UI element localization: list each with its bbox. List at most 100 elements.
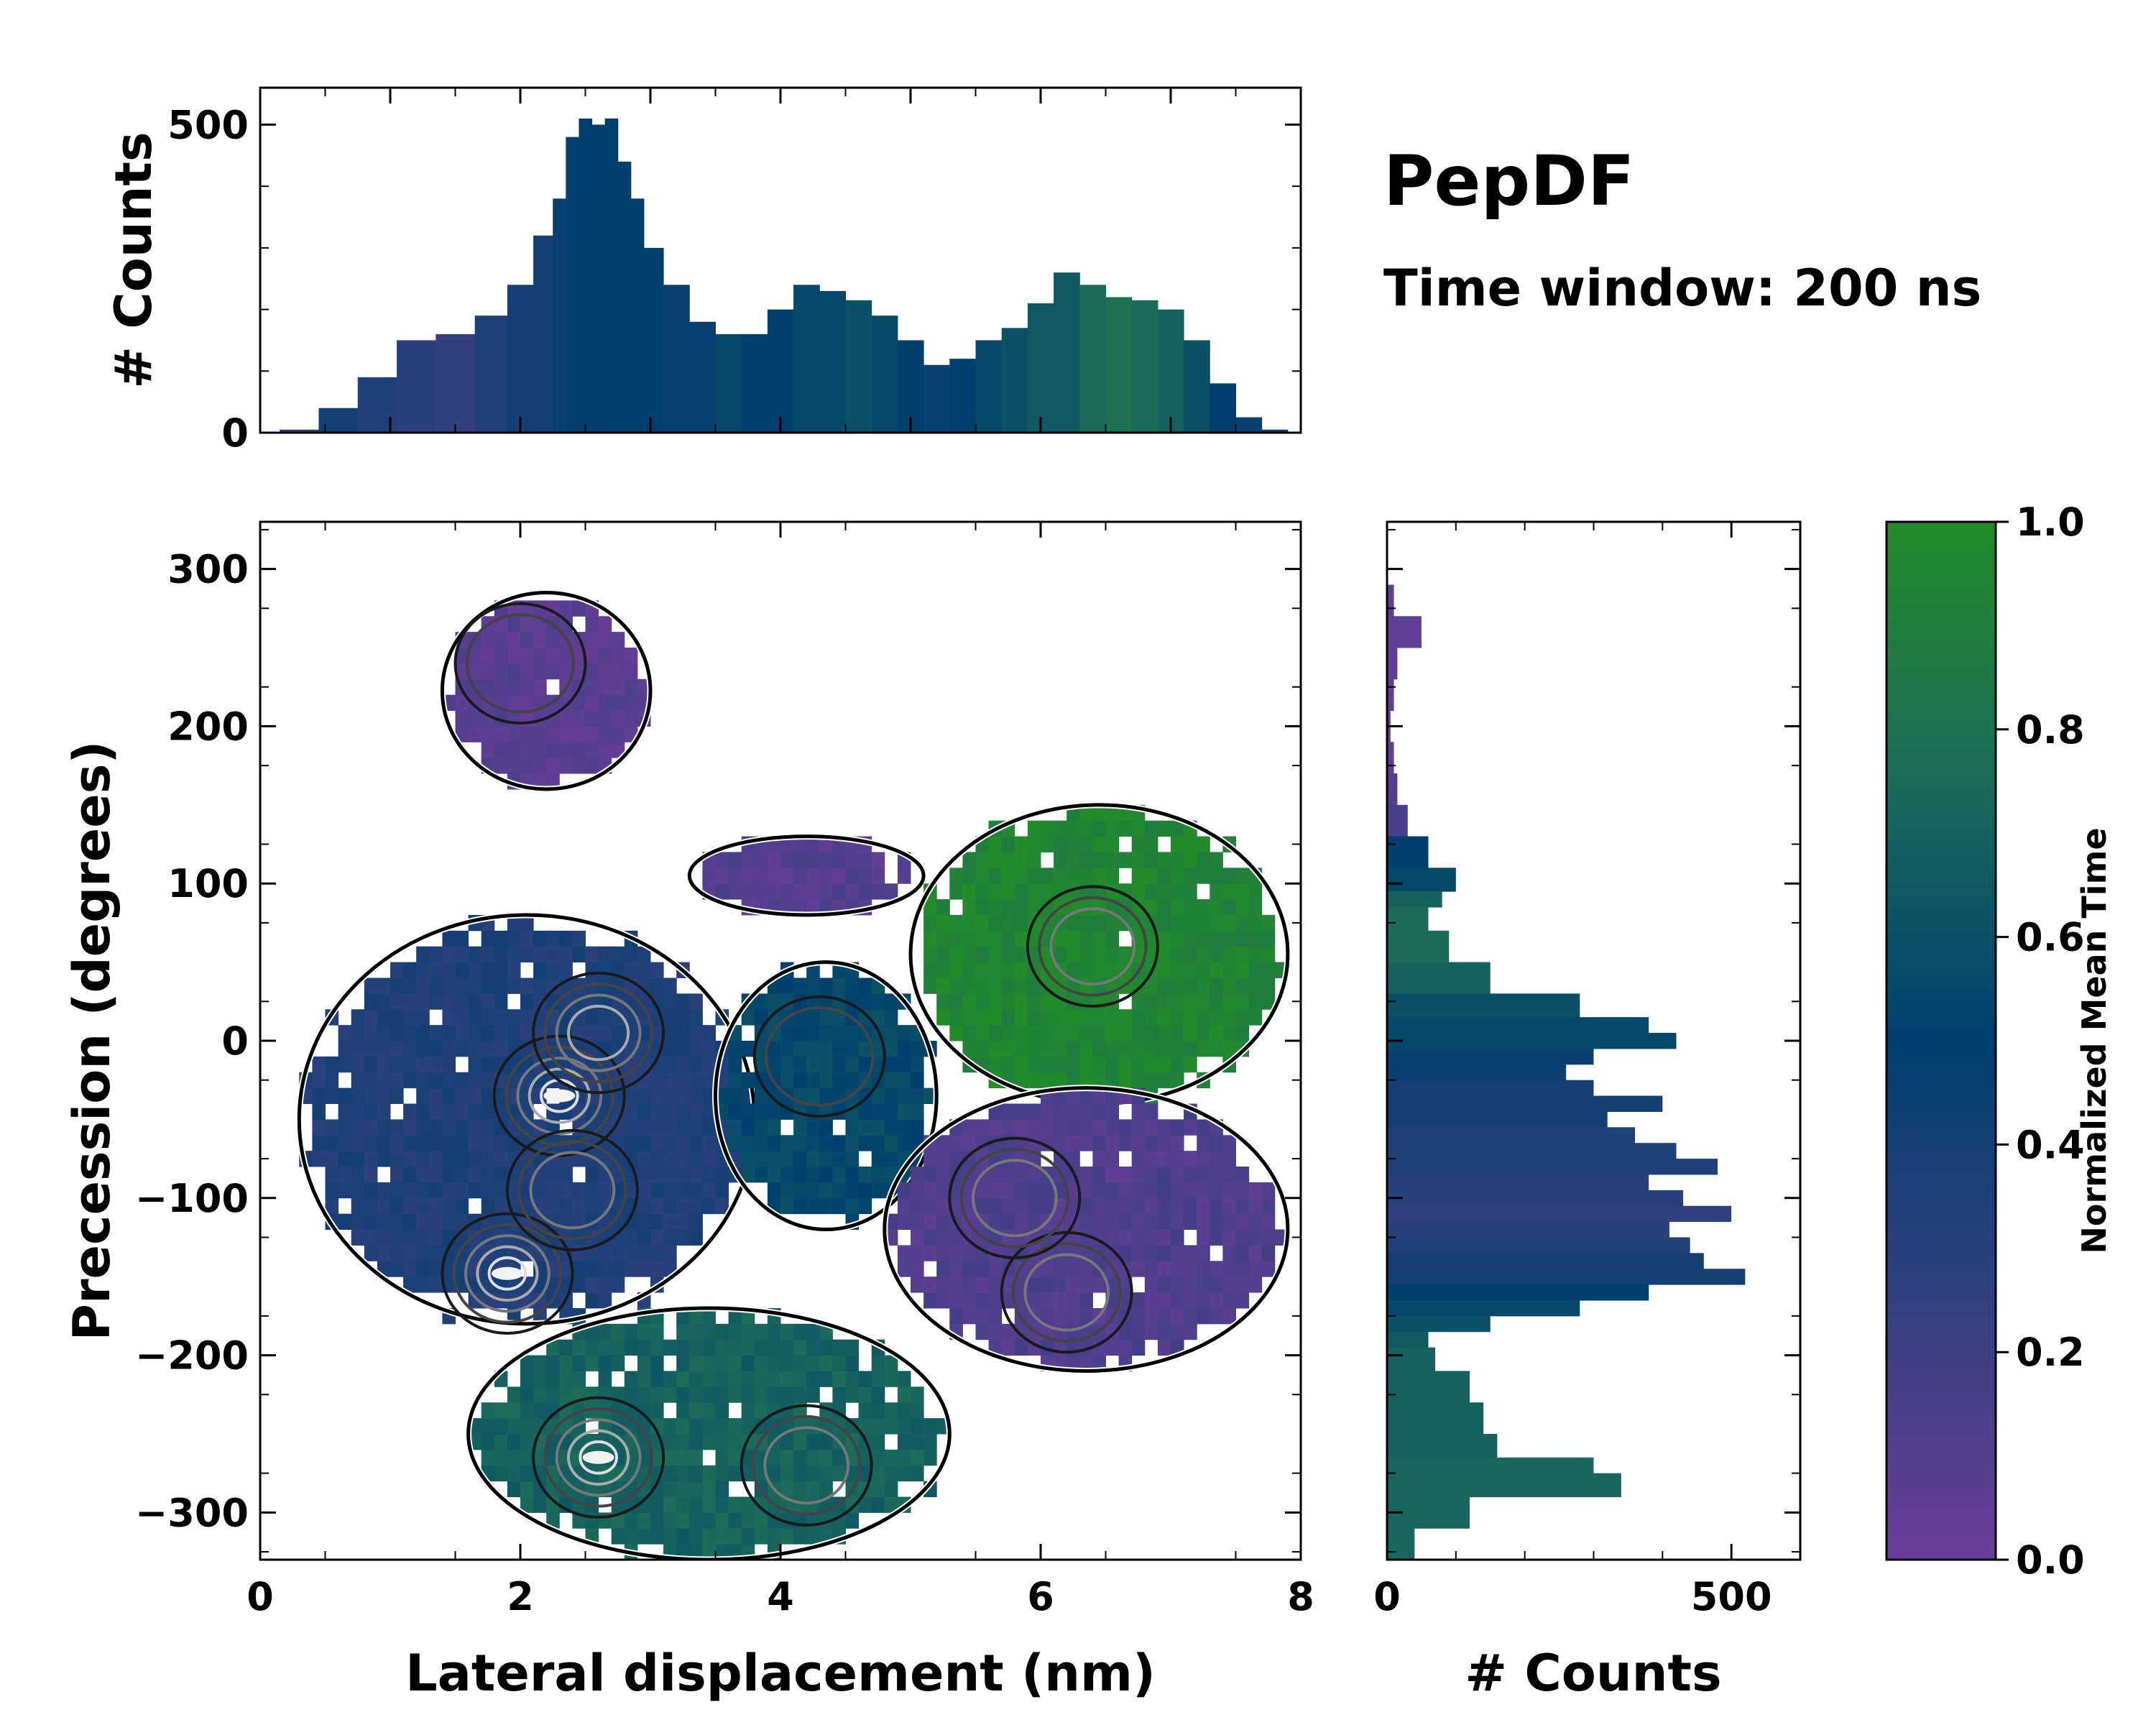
- heatmap-cell: [403, 1198, 417, 1214]
- heatmap-cell: [806, 1009, 820, 1025]
- heatmap-cell: [494, 1041, 508, 1057]
- heatmap-cell: [1092, 1214, 1106, 1230]
- right-histogram-bar: [1387, 1222, 1669, 1238]
- heatmap-cell: [1171, 931, 1184, 947]
- heatmap-cell: [1092, 821, 1106, 837]
- heatmap-cell: [1132, 1135, 1146, 1151]
- heatmap-cell: [1041, 1072, 1054, 1088]
- heatmap-cell: [819, 1182, 833, 1198]
- top-histogram-bar: [1079, 285, 1106, 433]
- heatmap-cell: [1222, 1151, 1236, 1167]
- heatmap-cell: [872, 1466, 885, 1481]
- heatmap-cell: [923, 962, 937, 978]
- heatmap-cell: [612, 1528, 625, 1544]
- heatmap-cell: [1197, 1308, 1210, 1324]
- heatmap-cell: [1197, 947, 1210, 962]
- right-histogram-bar: [1387, 1284, 1649, 1300]
- heatmap-cell: [1171, 837, 1184, 852]
- heatmap-cell: [1041, 1041, 1054, 1057]
- heatmap-cell: [806, 1182, 820, 1198]
- right-histogram-bar: [1387, 1206, 1731, 1222]
- right-histogram-bar: [1387, 993, 1580, 1017]
- heatmap-cell: [533, 1402, 547, 1418]
- right-histogram-bar: [1387, 1300, 1580, 1316]
- heatmap-cell: [1158, 978, 1171, 993]
- heatmap-cell: [962, 993, 976, 1009]
- heatmap-cell: [482, 1402, 495, 1418]
- heatmap-cell: [456, 947, 469, 962]
- heatmap-cell: [832, 868, 846, 883]
- heatmap-cell: [911, 1072, 924, 1088]
- heatmap-cell: [819, 1450, 833, 1466]
- heatmap-cell: [1054, 1276, 1067, 1292]
- heatmap-cell: [885, 1104, 898, 1120]
- heatmap-cell: [312, 1088, 326, 1104]
- heatmap-cell: [663, 1450, 677, 1466]
- heatmap-cell: [469, 962, 482, 978]
- right-histogram-bar: [1387, 931, 1449, 962]
- heatmap-cell: [885, 1450, 898, 1466]
- heatmap-cell: [949, 978, 963, 993]
- heatmap-cell: [742, 1151, 755, 1167]
- heatmap-cell: [599, 1292, 612, 1308]
- heatmap-cell: [507, 695, 521, 711]
- heatmap-cell: [1092, 1135, 1106, 1151]
- heatmap-cell: [520, 1481, 534, 1497]
- heatmap-cell: [729, 1057, 742, 1072]
- heatmap-cell: [923, 1151, 937, 1167]
- heatmap-cell: [806, 1496, 820, 1512]
- heatmap-cell: [1145, 868, 1158, 883]
- heatmap-cell: [612, 711, 625, 727]
- heatmap-cell: [689, 1151, 703, 1167]
- heatmap-cell: [676, 1402, 690, 1418]
- heatmap-cell: [1184, 978, 1197, 993]
- heatmap-cell: [962, 1009, 976, 1025]
- heatmap-cell: [676, 1025, 690, 1041]
- heatmap-cell: [416, 1041, 430, 1057]
- heatmap-cell: [872, 993, 885, 1009]
- heatmap-cell: [1184, 1009, 1197, 1025]
- heatmap-cell: [520, 1025, 534, 1041]
- heatmap-cell: [872, 868, 885, 883]
- heatmap-cell: [1210, 1292, 1223, 1308]
- heatmap-cell: [1119, 1167, 1133, 1182]
- heatmap-cell: [520, 726, 534, 742]
- heatmap-cell: [625, 1135, 638, 1151]
- heatmap-cell: [1171, 1182, 1184, 1198]
- heatmap-cell: [846, 1135, 860, 1151]
- heatmap-cell: [494, 993, 508, 1009]
- heatmap-cell: [1222, 947, 1236, 962]
- heatmap-cell: [1067, 1276, 1080, 1292]
- heatmap-cell: [1079, 1135, 1093, 1151]
- x-tick-label: 2: [507, 1574, 534, 1619]
- heatmap-cell: [936, 1151, 950, 1167]
- heatmap-cell: [911, 1386, 924, 1402]
- heatmap-cell: [494, 962, 508, 978]
- heatmap-cell: [885, 1119, 898, 1135]
- heatmap-cell: [1002, 931, 1015, 947]
- heatmap-cell: [923, 1418, 937, 1434]
- heatmap-cell: [846, 1025, 860, 1041]
- heatmap-cell: [494, 1402, 508, 1418]
- heatmap-cell: [768, 883, 781, 899]
- heatmap-cell: [793, 1119, 807, 1135]
- heatmap-cell: [702, 868, 716, 883]
- heatmap-cell: [846, 1340, 860, 1356]
- heatmap-cell: [768, 1167, 781, 1182]
- heatmap-region: [689, 837, 923, 916]
- heatmap-cell: [456, 962, 469, 978]
- heatmap-cell: [650, 1402, 664, 1418]
- heatmap-cell: [1119, 1340, 1133, 1356]
- heatmap-cell: [1106, 1135, 1120, 1151]
- heatmap-cell: [1171, 1009, 1184, 1025]
- right-histogram-bar: [1387, 1371, 1470, 1402]
- heatmap-cell: [1041, 837, 1054, 852]
- heatmap-cell: [520, 1466, 534, 1481]
- heatmap-cell: [559, 1450, 573, 1466]
- heatmap-cell: [586, 1340, 599, 1356]
- heatmap-cell: [923, 1292, 937, 1308]
- heatmap-cell: [936, 1276, 950, 1292]
- heatmap-cell: [456, 1088, 469, 1104]
- heatmap-cell: [1015, 883, 1028, 899]
- heatmap-cell: [872, 852, 885, 868]
